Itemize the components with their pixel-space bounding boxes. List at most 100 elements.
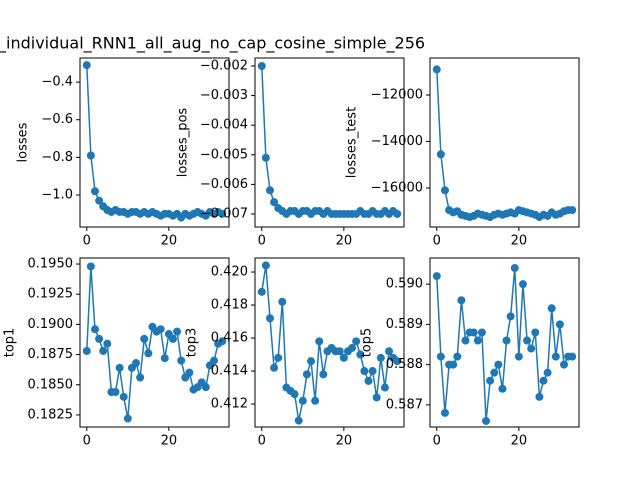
marker — [535, 392, 544, 401]
y-tick-label: −0.006 — [200, 177, 248, 192]
marker — [294, 416, 303, 425]
x-tick-label: 0 — [258, 234, 266, 249]
y-tick-label: −0.8 — [41, 150, 73, 165]
marker — [168, 334, 177, 343]
marker — [274, 353, 283, 362]
y-tick-label: 0.1950 — [28, 257, 74, 272]
y-tick-label: −0.005 — [200, 147, 248, 162]
y-tick-label: −1.0 — [41, 188, 73, 203]
axes-frame — [254, 257, 405, 428]
marker — [111, 387, 120, 396]
marker — [560, 360, 569, 369]
line — [436, 69, 573, 218]
marker — [440, 408, 449, 417]
y-tick-label: 0.1825 — [28, 407, 74, 422]
marker — [265, 186, 274, 195]
marker — [469, 328, 478, 337]
y-tick-label: 0.1875 — [28, 347, 74, 362]
y-tick-label: 0.587 — [386, 397, 423, 412]
x-tick-label: 0 — [433, 434, 441, 449]
y-tick-label: 0.416 — [211, 331, 248, 346]
marker — [364, 376, 373, 385]
marker — [461, 336, 470, 345]
marker — [185, 368, 194, 377]
marker — [380, 383, 389, 392]
marker — [311, 396, 320, 405]
marker — [518, 280, 527, 289]
axes-frame — [254, 57, 405, 228]
marker — [482, 416, 491, 425]
x-tick-label: 20 — [511, 234, 528, 249]
marker — [103, 339, 112, 348]
y-axis-label: top3 — [185, 328, 200, 358]
marker — [510, 264, 519, 273]
marker — [123, 414, 132, 423]
y-axis-label: losses — [16, 122, 31, 162]
marker — [385, 347, 394, 356]
marker — [140, 334, 149, 343]
marker — [348, 343, 357, 352]
marker — [257, 287, 266, 296]
marker — [547, 304, 556, 313]
marker — [218, 209, 227, 218]
marker — [136, 373, 145, 382]
marker — [568, 206, 577, 215]
marker — [270, 198, 279, 207]
y-tick-label: −16000 — [371, 181, 423, 196]
marker — [261, 261, 270, 270]
y-axis-label: top1 — [3, 328, 18, 358]
marker — [432, 65, 441, 74]
y-axis-label: losses_pos — [176, 108, 191, 178]
y-axis-label: losses_test — [345, 107, 360, 178]
y-tick-label: 0.589 — [386, 317, 423, 332]
marker — [551, 352, 560, 361]
y-tick-label: 0.1900 — [28, 317, 74, 332]
marker — [257, 61, 266, 70]
marker — [261, 153, 270, 162]
y-tick-label: −0.002 — [200, 58, 248, 73]
marker — [265, 314, 274, 323]
marker — [144, 349, 153, 358]
y-tick-label: −0.4 — [41, 75, 73, 90]
marker — [436, 352, 445, 361]
marker — [457, 296, 466, 305]
marker — [90, 325, 99, 334]
x-tick-label: 0 — [433, 234, 441, 249]
marker — [278, 297, 287, 306]
marker — [498, 384, 507, 393]
marker — [502, 336, 511, 345]
x-tick-label: 20 — [161, 234, 178, 249]
marker — [86, 262, 95, 271]
axes-frame — [429, 57, 580, 228]
marker — [432, 272, 441, 281]
y-axis-label: top5 — [360, 328, 375, 358]
marker — [568, 352, 577, 361]
marker — [160, 354, 169, 363]
marker — [449, 360, 458, 369]
marker — [539, 376, 548, 385]
marker — [82, 61, 91, 70]
marker — [376, 353, 385, 362]
y-tick-label: 0.590 — [386, 277, 423, 292]
y-tick-label: −12000 — [371, 87, 423, 102]
y-tick-label: 0.418 — [211, 298, 248, 313]
marker — [90, 187, 99, 196]
marker — [339, 353, 348, 362]
y-tick-label: −0.004 — [200, 118, 248, 133]
marker — [527, 344, 536, 353]
marker — [368, 367, 377, 376]
marker — [356, 350, 365, 359]
marker — [298, 396, 307, 405]
marker — [531, 328, 540, 337]
marker — [115, 363, 124, 372]
x-tick-label: 0 — [83, 434, 91, 449]
marker — [132, 359, 141, 368]
y-tick-label: −0.003 — [200, 88, 248, 103]
marker — [319, 370, 328, 379]
marker — [99, 346, 108, 355]
marker — [270, 363, 279, 372]
y-tick-label: 0.588 — [386, 357, 423, 372]
y-tick-label: −0.6 — [41, 112, 73, 127]
marker — [486, 376, 495, 385]
